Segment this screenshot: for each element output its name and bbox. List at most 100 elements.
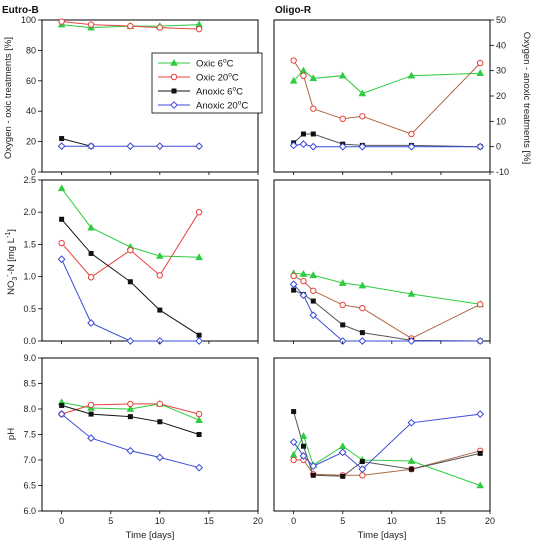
data-point-oxic20 bbox=[290, 272, 297, 280]
data-point-oxic6 bbox=[57, 184, 66, 192]
y-tick-label: 1.0 bbox=[23, 272, 36, 282]
data-point-oxic20 bbox=[58, 18, 65, 25]
panel-oligo-ph-frame bbox=[273, 357, 491, 512]
legend-label-oxic6: Oxic 6oC bbox=[196, 58, 234, 70]
data-point-oxic20 bbox=[476, 301, 484, 308]
y-tick-label: 30 bbox=[496, 66, 506, 76]
data-point-oxic6 bbox=[299, 432, 308, 439]
data-point-oxic6 bbox=[126, 404, 135, 412]
data-point-oxic6 bbox=[407, 457, 416, 464]
data-point-anoxic20 bbox=[338, 142, 347, 151]
data-point-oxic6 bbox=[309, 74, 318, 82]
data-point-anoxic6 bbox=[59, 402, 65, 408]
data-point-oxic6 bbox=[289, 76, 298, 84]
data-point-anoxic20 bbox=[155, 142, 164, 151]
legend: Oxic 6oC Oxic 20oC Anoxic 6oC Anoxic 20oC bbox=[151, 52, 263, 114]
data-point-anoxic20 bbox=[476, 410, 485, 419]
series-line-oxic6 bbox=[293, 272, 481, 305]
data-point-anoxic20 bbox=[358, 337, 367, 345]
data-point-anoxic6 bbox=[359, 459, 365, 465]
data-point-anoxic6 bbox=[196, 332, 202, 338]
data-point-oxic6 bbox=[476, 69, 484, 76]
data-point-oxic20 bbox=[300, 277, 307, 285]
data-point-oxic20 bbox=[87, 21, 95, 28]
y-tick-label: 50 bbox=[496, 15, 506, 25]
title-oligo-r: Oligo-R bbox=[275, 5, 312, 16]
data-point-anoxic6 bbox=[59, 136, 65, 142]
data-point-anoxic20 bbox=[309, 311, 318, 320]
series-line-anoxic20 bbox=[61, 413, 200, 469]
x-tick-label: 5 bbox=[340, 516, 345, 526]
legend-label-anoxic20: Anoxic 20oC bbox=[196, 100, 248, 112]
y-tick-label: 100 bbox=[21, 15, 36, 25]
x-tick-label: 20 bbox=[253, 516, 263, 526]
chart-marks bbox=[57, 18, 485, 489]
data-point-oxic6 bbox=[358, 281, 367, 289]
data-point-oxic6 bbox=[338, 442, 347, 450]
data-point-anoxic20 bbox=[87, 434, 95, 442]
data-point-anoxic6 bbox=[127, 414, 133, 420]
data-point-anoxic20 bbox=[407, 418, 416, 427]
y-tick-label: 8.0 bbox=[23, 404, 36, 414]
data-point-oxic6 bbox=[195, 253, 203, 261]
series-line-oxic6 bbox=[293, 70, 481, 95]
series-line-anoxic6 bbox=[293, 411, 481, 477]
data-point-oxic6 bbox=[195, 416, 203, 424]
data-point-anoxic6 bbox=[196, 432, 202, 437]
data-point-oxic20 bbox=[156, 272, 164, 279]
data-point-oxic20 bbox=[127, 400, 134, 408]
data-point-oxic20 bbox=[195, 25, 203, 33]
data-point-anoxic20 bbox=[87, 319, 95, 327]
y-tick-label: 10 bbox=[496, 116, 506, 126]
data-point-anoxic20 bbox=[407, 337, 416, 345]
data-point-oxic20 bbox=[58, 239, 65, 247]
data-point-anoxic20 bbox=[358, 465, 367, 474]
y-tick-label: 0 bbox=[496, 142, 501, 152]
data-point-anoxic20 bbox=[299, 291, 308, 300]
y-tick-label: 2.5 bbox=[23, 175, 36, 185]
legend-marker-anoxic6 bbox=[171, 88, 177, 94]
data-point-anoxic6 bbox=[340, 473, 346, 479]
data-point-oxic20 bbox=[290, 57, 297, 64]
series-line-oxic20 bbox=[293, 60, 481, 135]
data-point-anoxic20 bbox=[155, 453, 164, 462]
data-point-oxic20 bbox=[408, 130, 415, 138]
data-point-anoxic20 bbox=[407, 142, 416, 151]
legend-marker-oxic20 bbox=[170, 73, 178, 81]
x-tick-label: 10 bbox=[155, 516, 165, 526]
series-line-anoxic6 bbox=[61, 138, 92, 147]
data-point-oxic20 bbox=[476, 59, 484, 67]
series-line-oxic6 bbox=[293, 434, 481, 486]
title-eutro-b: Eutro-B bbox=[2, 5, 39, 16]
data-point-anoxic20 bbox=[87, 142, 95, 151]
data-point-anoxic6 bbox=[310, 298, 316, 304]
legend-marker-oxic6 bbox=[170, 58, 178, 66]
y-tick-label: 9.0 bbox=[23, 353, 36, 363]
data-point-anoxic6 bbox=[291, 287, 297, 293]
data-point-anoxic20 bbox=[126, 446, 135, 455]
series-line-anoxic20 bbox=[61, 258, 200, 342]
y-label-oxic: Oxygen - oxic treatments [%] bbox=[3, 37, 14, 159]
data-point-anoxic6 bbox=[300, 131, 306, 137]
data-point-anoxic20 bbox=[126, 337, 135, 345]
data-point-anoxic20 bbox=[309, 462, 318, 471]
data-point-oxic20 bbox=[290, 456, 297, 464]
data-point-anoxic20 bbox=[476, 142, 485, 151]
y-tick-label: 0.0 bbox=[23, 336, 36, 346]
y-label-nitrate: NO3--N [mg L-1] bbox=[5, 229, 19, 295]
data-point-anoxic20 bbox=[195, 142, 203, 151]
data-point-anoxic20 bbox=[57, 142, 66, 151]
data-point-oxic20 bbox=[127, 246, 134, 254]
y-tick-label: 60 bbox=[26, 76, 36, 86]
data-point-oxic6 bbox=[309, 271, 318, 279]
panel-eutro-nitrate-frame bbox=[41, 179, 259, 342]
data-point-oxic20 bbox=[156, 24, 164, 31]
y-tick-label: 80 bbox=[26, 45, 36, 55]
data-point-oxic20 bbox=[359, 472, 366, 479]
data-point-oxic20 bbox=[339, 115, 346, 123]
data-point-anoxic6 bbox=[359, 330, 365, 336]
y-tick-label: 20 bbox=[26, 137, 36, 147]
y-tick-label: 7.0 bbox=[23, 455, 36, 465]
data-point-anoxic20 bbox=[289, 438, 298, 447]
